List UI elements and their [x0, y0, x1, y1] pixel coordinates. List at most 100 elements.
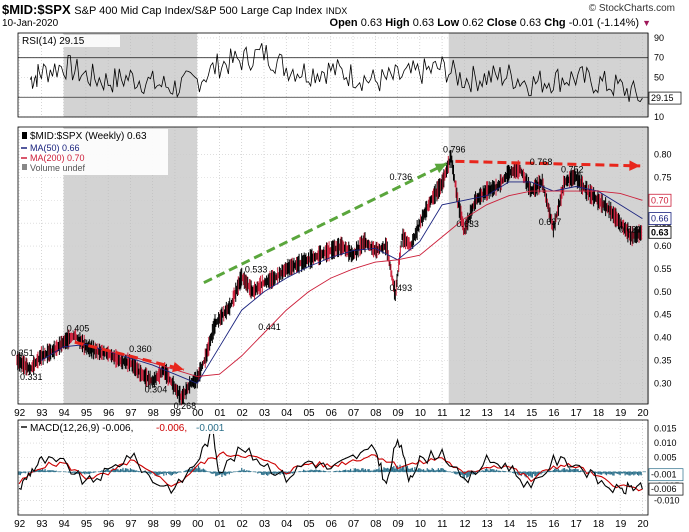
- price-annotation: 0.533: [245, 265, 268, 275]
- chg-label: Chg: [544, 17, 566, 29]
- trend-arrowhead-2: [629, 160, 641, 171]
- price-tick-label: 0.80: [654, 149, 672, 159]
- ohlc-readout: Open 0.63 High 0.63 Low 0.62 Close 0.63 …: [330, 17, 651, 29]
- price-x-tick-label: 93: [36, 408, 48, 419]
- price-tick-label: 0.50: [654, 287, 672, 297]
- macd-x-tick-label: 13: [482, 519, 494, 530]
- macd-x-tick-label: 11: [437, 519, 448, 530]
- price-value-tag: [648, 225, 672, 239]
- macd-signal-label: -0.006,: [156, 423, 187, 434]
- rsi-panel-border: [17, 32, 649, 118]
- macd-x-tick-label: 09: [393, 519, 405, 530]
- price-value-tag: [648, 193, 672, 207]
- price-annotation: 0.736: [390, 172, 413, 182]
- price-x-tick-label: 95: [81, 408, 93, 419]
- macd-tick-label: -0.010: [654, 496, 680, 506]
- price-value-tag: [648, 212, 672, 225]
- macd-x-tick-label: 99: [170, 519, 182, 530]
- trend-arrow-1: [203, 162, 448, 285]
- trend-arrowhead-0: [172, 361, 184, 373]
- legend-ma50: MA(50) 0.66: [30, 143, 80, 153]
- price-annotation: 0.493: [390, 283, 413, 293]
- price-x-tick-label: 08: [370, 408, 382, 419]
- macd-x-tick-label: 10: [415, 519, 427, 530]
- macd-x-tick-label: 03: [259, 519, 271, 530]
- low-value: 0.62: [462, 17, 484, 29]
- macd-x-tick-label: 12: [459, 519, 471, 530]
- legend-swatch-volume: [22, 164, 27, 170]
- macd-x-tick-label: 95: [81, 519, 93, 530]
- macd-x-tick-label: 15: [526, 519, 538, 530]
- price-annotation: 0.351: [11, 348, 34, 358]
- legend-price: $MID:$SPX (Weekly) 0.63: [30, 131, 147, 142]
- rsi-value-tag-text: 29.15: [651, 93, 674, 103]
- rsi-label-bg: [20, 35, 120, 47]
- down-triangle-icon: ▼: [642, 18, 651, 28]
- price-x-tick-label: 03: [259, 408, 271, 419]
- legend-volume: Volume undef: [30, 163, 86, 173]
- macd-value-tag-text: -0.006: [651, 484, 677, 494]
- macd-x-tick-label: 98: [148, 519, 160, 530]
- price-x-tick-label: 05: [304, 408, 316, 419]
- price-x-tick-label: 19: [615, 408, 627, 419]
- trend-arrowhead-1: [434, 163, 447, 174]
- price-x-tick-label: 12: [459, 408, 471, 419]
- price-x-tick-label: 92: [14, 408, 26, 419]
- ma200-line: [108, 190, 643, 377]
- macd-label: MACD(12,26,9) -0.006,: [30, 423, 133, 434]
- macd-line: [18, 426, 643, 495]
- rsi-line: [29, 43, 643, 103]
- price-annotation: 0.768: [530, 157, 553, 167]
- macd-x-tick-label: 05: [304, 519, 316, 530]
- price-tick-label: 0.60: [654, 241, 672, 251]
- macd-x-tick-label: 96: [103, 519, 115, 530]
- rsi-tick-label: 10: [654, 112, 664, 122]
- rsi-value-tag: [648, 91, 682, 105]
- low-label: Low: [437, 17, 460, 29]
- price-x-tick-label: 17: [571, 408, 583, 419]
- macd-x-tick-label: 18: [593, 519, 605, 530]
- price-tick-label: 0.45: [654, 310, 672, 320]
- price-bars: [16, 150, 643, 406]
- symbol-description: S&P 400 Mid Cap Index/S&P 500 Large Cap …: [74, 5, 323, 17]
- macd-x-tick-label: 04: [281, 519, 293, 530]
- price-x-tick-label: 94: [59, 408, 71, 419]
- price-x-tick-label: 00: [192, 408, 204, 419]
- rsi-tick-label: 70: [654, 53, 664, 63]
- price-value-tag-text: 0.63: [651, 227, 669, 237]
- macd-panel-bg: [18, 420, 648, 515]
- price-x-tick-label: 01: [214, 408, 226, 419]
- open-label: Open: [329, 17, 358, 29]
- macd-tick-label: 0.015: [654, 424, 677, 434]
- rsi-shade-1: [448, 33, 650, 117]
- ma50-line: [41, 181, 643, 384]
- macd-value-tag-hist: [648, 468, 684, 482]
- price-annotation: 0.633: [456, 219, 479, 229]
- price-x-tick-label: 15: [526, 408, 538, 419]
- stockcharts-logo: © StockCharts.com: [588, 3, 675, 14]
- macd-x-tick-label: 93: [36, 519, 48, 530]
- macd-x-tick-label: 17: [571, 519, 583, 530]
- open-value: 0.63: [360, 17, 383, 29]
- rsi-tick-label: 50: [654, 72, 664, 82]
- price-annotation: 0.360: [129, 344, 152, 354]
- macd-x-tick-label: 06: [326, 519, 338, 530]
- close-label: Close: [486, 17, 517, 29]
- close-value: 0.63: [519, 17, 542, 29]
- price-x-tick-label: 16: [548, 408, 560, 419]
- price-value-tag-text: 0.66: [651, 214, 669, 224]
- price-shade-1: [448, 127, 650, 404]
- price-annotation: 0.268: [174, 401, 197, 411]
- macd-x-tick-label: 94: [59, 519, 71, 530]
- rsi-tick-label: 90: [654, 33, 664, 43]
- macd-tick-label: 0.005: [654, 452, 677, 462]
- macd-x-tick-label: 08: [370, 519, 382, 530]
- price-tick-label: 0.55: [654, 264, 672, 274]
- price-value-tag-text: 0.70: [651, 195, 669, 205]
- price-legend-bg: [20, 129, 168, 175]
- price-x-tick-label: 02: [237, 408, 249, 419]
- price-annotation: 0.796: [443, 144, 466, 154]
- chart-symbol: $MID:$SPX S&P 400 Mid Cap Index/S&P 500 …: [2, 2, 347, 17]
- price-annotation: 0.752: [561, 164, 584, 174]
